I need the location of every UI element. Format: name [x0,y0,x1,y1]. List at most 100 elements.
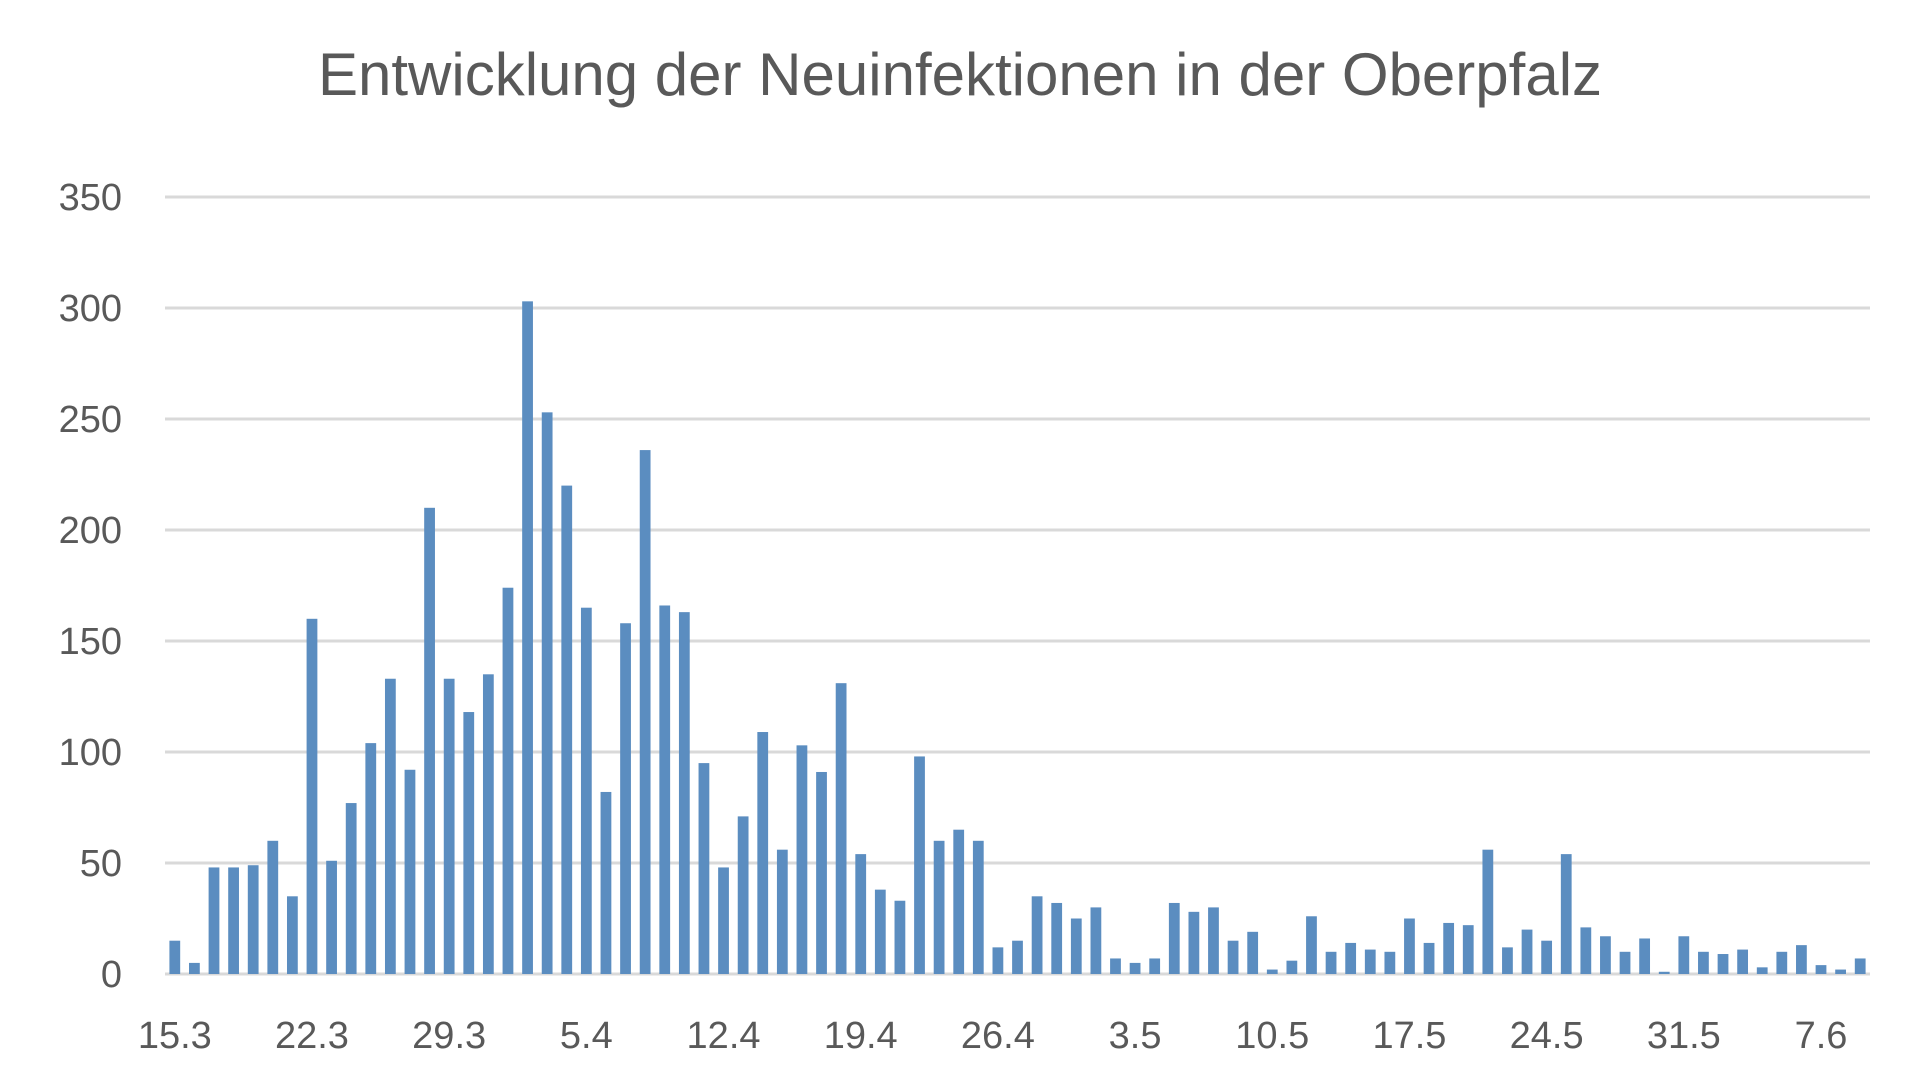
x-tick-label: 19.4 [824,1015,898,1057]
y-tick-label: 100 [59,732,122,774]
bar [972,840,984,974]
y-tick-label: 50 [80,843,122,885]
bar [1266,969,1278,974]
bar [659,605,671,974]
bar [208,867,220,974]
bar [698,763,710,974]
bar [1286,960,1298,974]
bar [1325,951,1337,974]
bar [1129,962,1141,974]
bar [169,940,181,974]
bar [953,829,965,974]
y-tick-label: 300 [59,288,122,330]
bar [189,962,200,974]
bar [522,301,533,975]
bar [443,678,455,974]
bar [1070,918,1082,974]
bar [600,791,612,974]
bar [1796,945,1807,974]
bar [1737,949,1749,974]
bar [1443,922,1455,974]
bar [1247,931,1259,974]
bars [169,301,1866,975]
y-tick-label: 0 [101,954,122,996]
bar [1345,942,1357,974]
bar [1423,942,1435,974]
x-tick-label: 7.6 [1795,1015,1848,1057]
bar [1658,971,1670,974]
bar [835,683,847,974]
bar [326,860,337,974]
bar [1600,936,1611,974]
bar [1815,965,1827,974]
bar [776,849,788,974]
bar [365,743,377,974]
bar [855,854,867,974]
bar [1012,940,1023,974]
bar [757,732,769,974]
x-tick-label: 5.4 [560,1015,613,1057]
bar [1364,949,1376,974]
bar [1208,907,1219,974]
bar [1854,958,1866,974]
bar [914,756,925,974]
bar [894,900,906,974]
y-tick-label: 200 [59,510,122,552]
bar [1031,896,1043,974]
bar [1698,951,1709,974]
y-axis-tick-labels: 0 50 100 150 200 250 300 350 [59,177,122,996]
x-tick-label: 12.4 [687,1015,761,1057]
x-tick-label: 26.4 [961,1015,1035,1057]
bar [228,867,239,974]
y-tick-label: 250 [59,399,122,441]
bar [1541,940,1553,974]
bar [1776,951,1788,974]
bar [1051,902,1063,974]
bar [1384,951,1396,974]
chart-title: Entwicklung der Neuinfektionen in der Ob… [317,41,1603,108]
bar [992,947,1004,974]
x-tick-label: 24.5 [1510,1015,1584,1057]
bar [286,896,298,974]
bar [1619,951,1631,974]
bar [1227,940,1239,974]
bar [345,803,357,974]
bar [502,587,514,974]
x-tick-label: 31.5 [1647,1015,1721,1057]
bar [1580,927,1592,974]
bar [1678,936,1690,974]
x-tick-label: 10.5 [1235,1015,1309,1057]
bar [1306,916,1317,974]
x-tick-label: 22.3 [275,1015,349,1057]
bar [737,816,749,974]
bar [933,840,945,974]
bar [1090,907,1102,974]
bar [620,623,631,974]
bar [463,712,475,974]
bar [1639,938,1651,974]
x-tick-label: 3.5 [1109,1015,1162,1057]
bar [482,674,494,974]
x-tick-label: 17.5 [1372,1015,1446,1057]
x-tick-label: 15.3 [138,1015,212,1057]
bar [404,769,416,974]
bar [384,678,396,974]
bar [1717,954,1729,974]
bar [247,865,259,974]
bar [1462,925,1474,974]
bar [561,485,573,974]
bar [1756,967,1768,974]
bar [1482,849,1494,974]
bar [718,867,729,974]
bar [678,612,690,974]
bar [816,771,827,974]
bar [1835,969,1846,974]
bar [639,450,651,975]
y-tick-label: 350 [59,177,122,219]
bar [1188,911,1200,974]
gridlines [165,195,1870,976]
bar [267,840,279,974]
bar [874,889,886,974]
bar [424,507,435,974]
